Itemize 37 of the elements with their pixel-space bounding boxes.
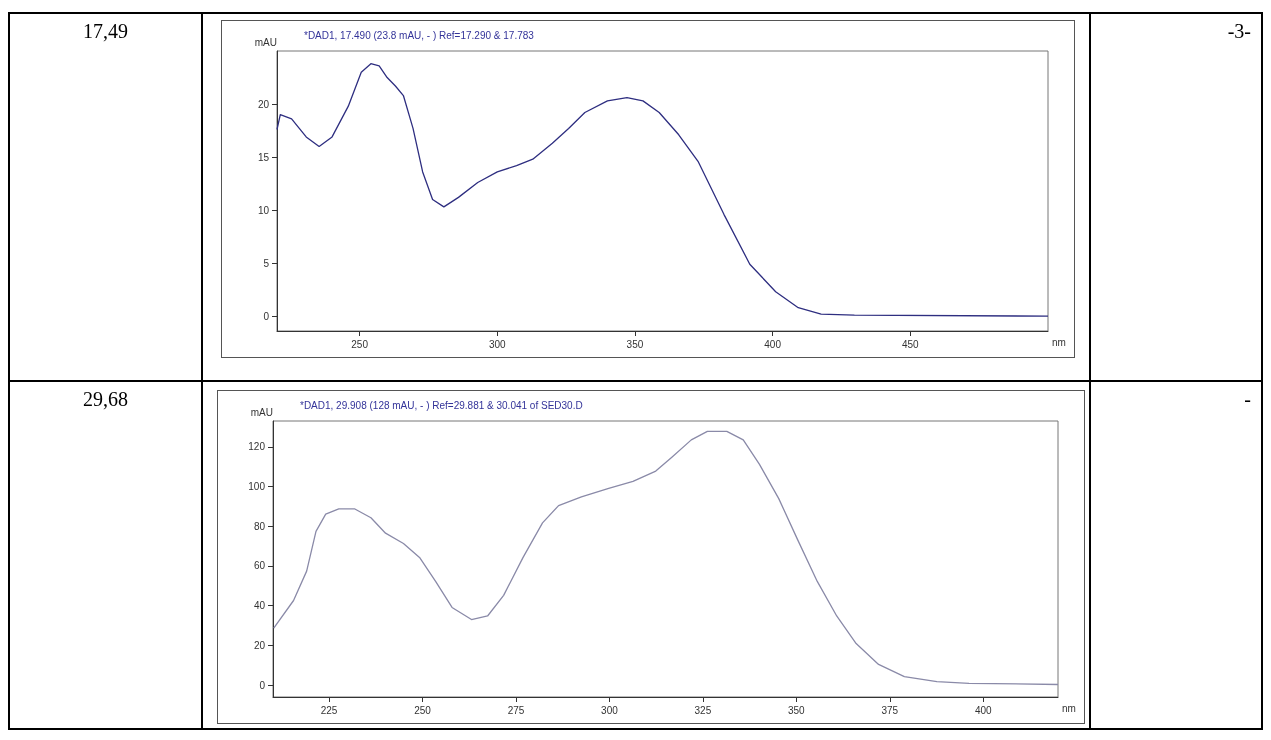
- x-tick-label: 450: [901, 338, 920, 350]
- x-tick-label: 225: [320, 704, 338, 716]
- y-tick-label: 10: [257, 204, 270, 216]
- x-tick-label: 400: [764, 338, 782, 350]
- x-tick-label: 350: [787, 704, 806, 716]
- x-axis-title: nm: [1052, 336, 1066, 348]
- y-axis-title: mAU: [254, 36, 277, 48]
- text: -3-: [1089, 12, 1263, 382]
- line-series: [276, 63, 1049, 317]
- y-tick-label: 60: [253, 560, 266, 572]
- x-axis-title: nm: [1062, 702, 1076, 714]
- x-tick-label: 400: [974, 704, 993, 716]
- y-tick-label: 100: [248, 481, 266, 493]
- y-tick-label: 120: [248, 441, 266, 453]
- x-tick-label: 325: [694, 704, 712, 716]
- y-axis-title: mAU: [250, 406, 273, 418]
- y-tick-label: 20: [253, 639, 266, 651]
- y-tick-label: 20: [257, 98, 270, 110]
- x-tick-label: 250: [351, 338, 369, 350]
- x-tick-label: 250: [414, 704, 432, 716]
- x-tick-label: 300: [488, 338, 507, 350]
- x-tick-label: 350: [626, 338, 644, 350]
- x-tick-label: 300: [601, 704, 619, 716]
- text: -: [1089, 380, 1263, 730]
- y-tick-label: 0: [263, 310, 270, 322]
- x-tick-label: 375: [881, 704, 899, 716]
- text: *DAD1, 29.908 (128 mAU, - ) Ref=29.881 & 30.041 of SED30.D: [300, 399, 583, 411]
- y-tick-label: 5: [263, 257, 270, 269]
- text: 17,49: [8, 12, 203, 382]
- y-tick-label: 40: [253, 600, 266, 612]
- x-tick-label: 275: [507, 704, 525, 716]
- text: *DAD1, 17.490 (23.8 mAU, - ) Ref=17.290 & 17.783: [304, 29, 535, 41]
- y-tick-label: 0: [259, 679, 266, 691]
- text: 29,68: [8, 380, 203, 730]
- line-series: [273, 430, 1059, 686]
- y-tick-label: 15: [257, 151, 270, 163]
- y-tick-label: 80: [253, 520, 266, 532]
